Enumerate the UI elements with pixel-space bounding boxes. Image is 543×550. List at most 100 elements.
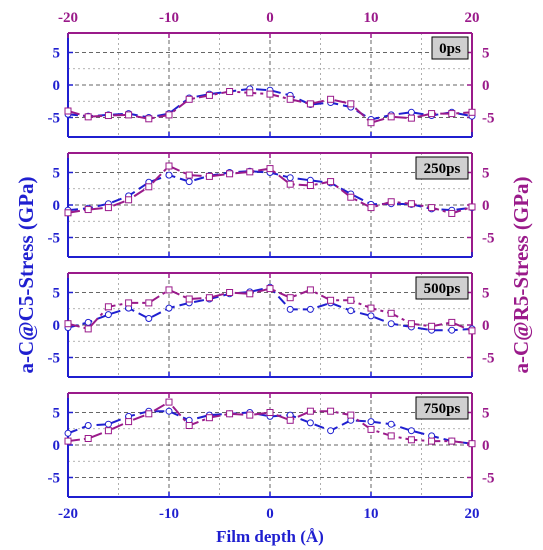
x-tick-label-top: 10 [364, 10, 379, 26]
panel-750ps: 5 5 0 0 -5 -5 750ps [48, 392, 495, 498]
data-point-r5 [104, 427, 112, 435]
data-point-r5 [84, 325, 92, 333]
data-point-r5 [428, 110, 436, 118]
data-point-r5 [286, 294, 294, 302]
panel-time-tag [415, 276, 469, 300]
data-point-c5 [165, 304, 173, 312]
series-line-c5 [67, 410, 473, 445]
bottom-x-axis-ticks: -20 -10 0 10 20 [58, 506, 480, 522]
data-point-r5 [145, 299, 153, 307]
data-point-r5 [145, 410, 153, 418]
data-point-r5 [347, 296, 355, 304]
panel-250ps: 5 5 0 0 -5 -5 250ps [48, 152, 495, 258]
data-point-r5 [468, 203, 476, 211]
series-line-r5 [67, 400, 473, 445]
y-tick-label-right: 0 [482, 438, 490, 454]
data-point-r5 [367, 425, 375, 433]
data-point-r5 [185, 171, 193, 179]
data-point-r5 [327, 95, 335, 103]
panel-500ps: 5 5 0 0 -5 -5 500ps [48, 272, 495, 378]
data-point-r5 [448, 209, 456, 217]
data-point-c5 [347, 307, 355, 315]
data-point-r5 [145, 115, 153, 123]
data-point-r5 [286, 95, 294, 103]
y-tick-label-right: -5 [482, 471, 495, 487]
data-point-c5 [306, 305, 314, 313]
data-point-c5 [104, 420, 112, 428]
panel-time-label: 0ps [439, 41, 461, 57]
data-point-r5 [347, 193, 355, 201]
x-axis-label: Film depth (Å) [216, 527, 324, 546]
data-point-r5 [448, 110, 456, 118]
panel-time-tag [431, 36, 469, 60]
y-tick-label-left: 5 [53, 406, 61, 422]
y-tick-label-right: 5 [482, 286, 490, 302]
data-point-c5 [306, 419, 314, 427]
data-point-c5 [387, 420, 395, 428]
right-y-axis-label: a-C@R5-Stress (GPa) [509, 176, 533, 373]
data-point-r5 [286, 180, 294, 188]
data-point-r5 [468, 440, 476, 448]
data-point-r5 [165, 398, 173, 406]
data-point-r5 [387, 113, 395, 121]
data-point-c5 [145, 315, 153, 322]
y-tick-label-left: 0 [53, 198, 61, 214]
data-point-r5 [165, 111, 173, 119]
data-point-c5 [407, 427, 415, 435]
data-point-r5 [306, 182, 314, 189]
y-tick-label-right: -5 [482, 351, 495, 367]
data-point-r5 [327, 178, 335, 186]
data-point-c5 [84, 422, 92, 429]
panel-time-tag [415, 156, 469, 180]
data-point-c5 [165, 407, 173, 415]
data-point-r5 [84, 206, 92, 214]
y-tick-label-left: -5 [48, 471, 61, 487]
y-tick-label-left: 5 [53, 166, 61, 182]
data-point-r5 [266, 285, 274, 293]
data-point-r5 [226, 170, 234, 178]
data-point-r5 [387, 432, 395, 440]
data-point-r5 [387, 309, 395, 317]
data-point-r5 [84, 435, 92, 442]
data-point-r5 [64, 437, 72, 445]
y-tick-label-right: -5 [482, 111, 495, 127]
y-tick-label-right: 5 [482, 166, 490, 182]
data-point-r5 [428, 437, 436, 445]
data-point-c5 [185, 178, 193, 186]
data-point-r5 [125, 418, 133, 426]
data-point-r5 [327, 407, 335, 415]
data-point-r5 [306, 407, 314, 415]
top-x-axis-ticks: -20 -10 0 10 20 [58, 10, 480, 26]
data-point-c5 [367, 312, 375, 320]
data-point-r5 [246, 411, 254, 419]
data-point-r5 [407, 114, 415, 122]
data-point-r5 [448, 437, 456, 445]
x-tick-label-bottom: -20 [58, 506, 78, 522]
data-point-c5 [286, 174, 294, 182]
data-point-r5 [246, 89, 254, 97]
panels-layer: 5 5 0 0 -5 -5 0ps 5 5 0 0 -5 -5 250ps 5 5 0 0 -5 -5 500ps 5 5 0… [48, 32, 495, 498]
data-point-r5 [226, 289, 234, 296]
series-line-r5 [67, 287, 473, 332]
data-point-r5 [286, 416, 294, 424]
left-y-axis-label: a-C@C5-Stress (GPa) [14, 176, 38, 373]
data-point-r5 [327, 296, 335, 304]
data-point-r5 [246, 168, 254, 176]
data-point-r5 [347, 411, 355, 419]
y-tick-label-right: -5 [482, 231, 495, 247]
data-point-r5 [306, 100, 314, 108]
data-point-r5 [64, 107, 72, 115]
data-point-r5 [468, 327, 476, 335]
panel-time-label: 250ps [424, 161, 461, 177]
x-tick-label-bottom: 0 [266, 506, 274, 522]
data-point-r5 [185, 295, 193, 303]
x-tick-label-top: -10 [159, 10, 179, 26]
data-point-c5 [387, 320, 395, 328]
data-point-r5 [205, 91, 213, 99]
y-tick-label-left: -5 [48, 351, 61, 367]
y-tick-label-right: 5 [482, 406, 490, 422]
data-point-r5 [104, 112, 112, 120]
x-tick-label-top: 0 [266, 10, 274, 26]
data-point-r5 [407, 436, 415, 444]
data-point-r5 [367, 119, 375, 127]
